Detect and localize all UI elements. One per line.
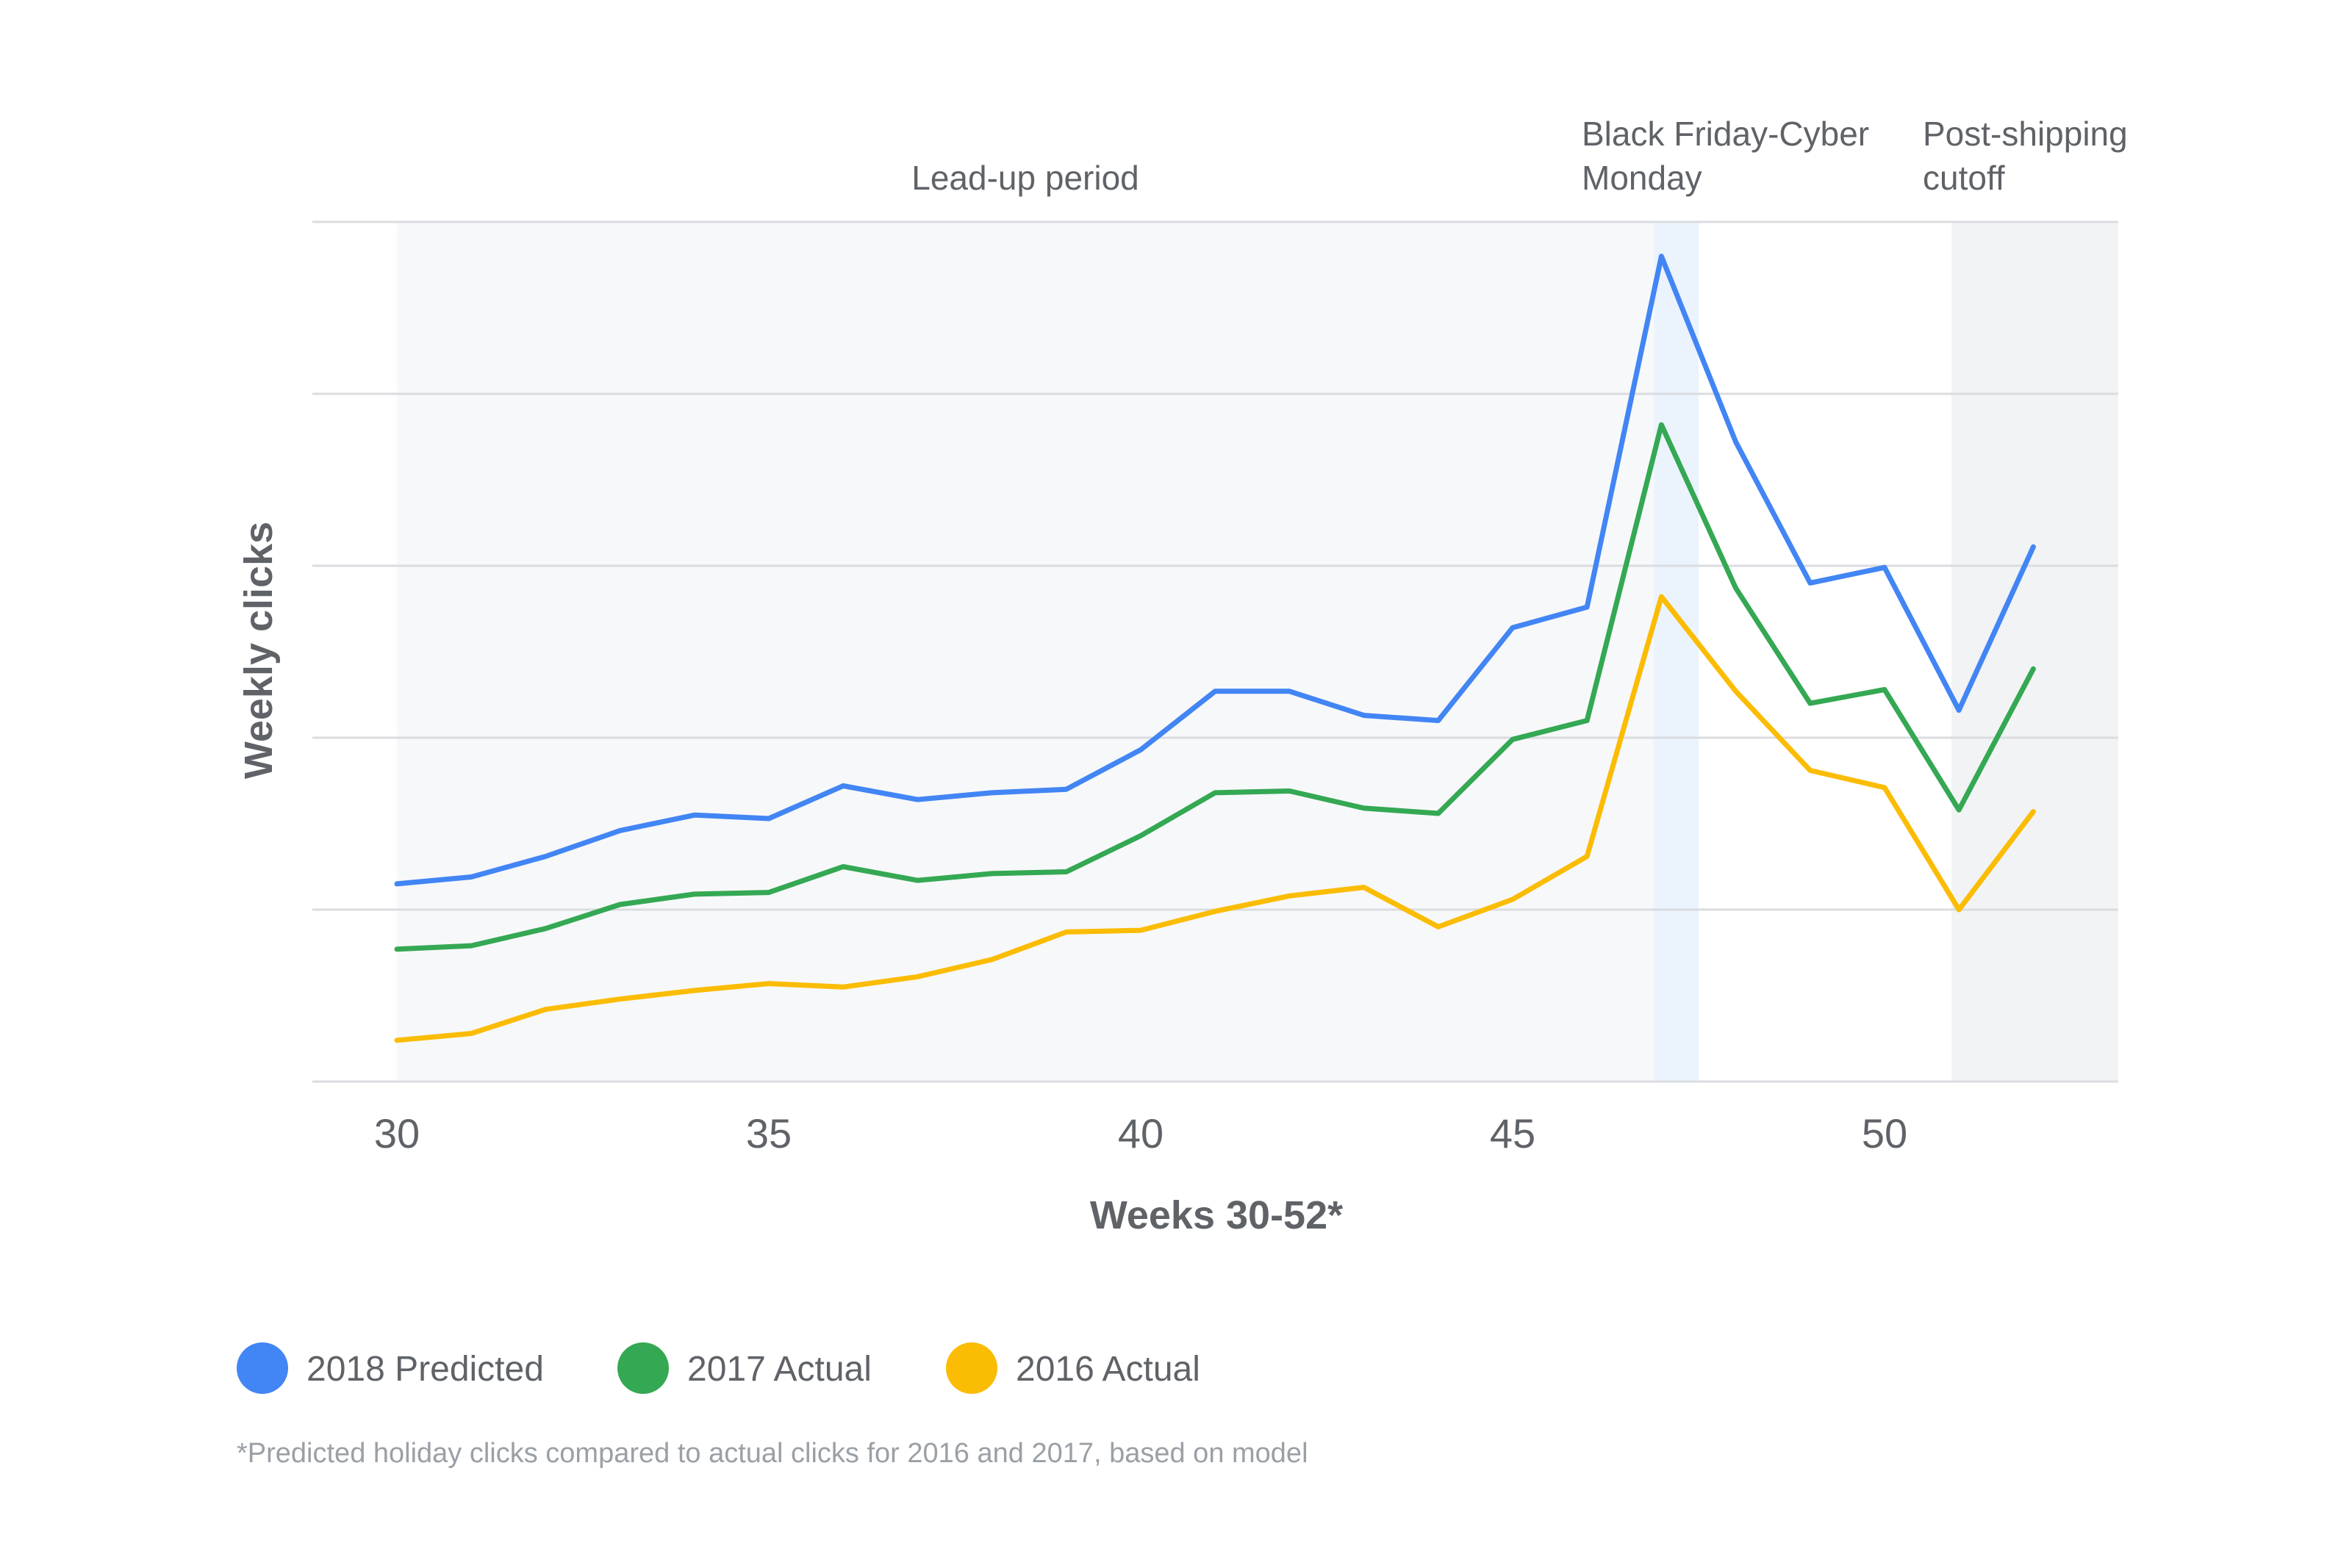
- shaded-region-0: [397, 222, 1654, 1082]
- legend-item-2: 2016 Actual: [946, 1342, 1200, 1394]
- annotation-lead-up: Lead-up period: [911, 159, 1139, 197]
- x-tick-label-3: 45: [1490, 1110, 1535, 1157]
- shaded-region-2: [1951, 222, 2118, 1082]
- footnote: *Predicted holiday clicks compared to ac…: [237, 1438, 1308, 1469]
- annotation-post-shipping-line-1: Post-shipping: [1923, 115, 2128, 153]
- legend-label-0: 2018 Predicted: [306, 1350, 544, 1389]
- x-tick-label-1: 35: [746, 1110, 792, 1157]
- series-lines: [394, 253, 2036, 1043]
- legend-item-1: 2017 Actual: [617, 1342, 872, 1394]
- y-axis-title: Weekly clicks: [237, 522, 281, 779]
- annotation-bfcm-line-1: Black Friday-Cyber: [1582, 115, 1869, 153]
- annotation-bfcm-line-2: Monday: [1582, 159, 1702, 197]
- series-line-1: [394, 422, 2036, 952]
- shaded-regions: [397, 222, 2118, 1082]
- period-annotations: Lead-up period Black Friday-Cyber Monday…: [911, 115, 2127, 197]
- x-tick-label-0: 30: [374, 1110, 420, 1157]
- gridlines: [312, 220, 2118, 1083]
- legend-label-2: 2016 Actual: [1016, 1350, 1200, 1389]
- legend: 2018 Predicted 2017 Actual 2016 Actual: [237, 1342, 1200, 1394]
- series-line-0: [394, 253, 2036, 887]
- legend-item-0: 2018 Predicted: [237, 1342, 544, 1394]
- legend-label-1: 2017 Actual: [687, 1350, 872, 1389]
- x-axis-title: Weeks 30-52*: [1090, 1193, 1343, 1237]
- shaded-region-1: [1654, 222, 1699, 1082]
- x-tick-label-4: 50: [1862, 1110, 1907, 1157]
- x-axis-ticks: 30 35 40 45 50: [374, 1110, 1907, 1157]
- legend-swatch-1: [617, 1342, 669, 1394]
- x-tick-label-2: 40: [1118, 1110, 1164, 1157]
- series-line-2: [394, 594, 2036, 1043]
- annotation-post-shipping-line-2: cutoff: [1923, 159, 2005, 197]
- legend-swatch-0: [237, 1342, 288, 1394]
- legend-swatch-2: [946, 1342, 997, 1394]
